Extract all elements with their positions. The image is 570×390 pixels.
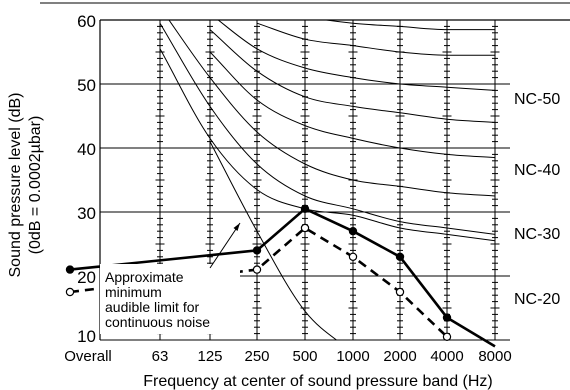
annotation-line-4: continuous noise bbox=[105, 314, 210, 330]
y-tick-labels: 10 20 30 40 50 60 bbox=[77, 12, 96, 346]
series-0-point-Overall bbox=[65, 265, 75, 274]
y-tick-label-10: 10 bbox=[77, 327, 96, 346]
series-1-point-Overall bbox=[65, 287, 75, 297]
nc-label-50: NC-50 bbox=[514, 91, 560, 108]
x-tick-label-125: 125 bbox=[197, 348, 222, 365]
y-axis-label-line-1: Sound pressure level (dB) bbox=[7, 93, 24, 278]
series-1-point-250 bbox=[252, 265, 262, 274]
annotation-arrowhead bbox=[233, 223, 240, 231]
x-tick-label-Overall: Overall bbox=[64, 348, 112, 365]
annotation-arrow-line bbox=[209, 222, 241, 269]
label-background bbox=[100, 264, 240, 334]
nc-label-20: NC-20 bbox=[514, 291, 560, 308]
series-1-point-1000 bbox=[348, 252, 358, 261]
nc-curve-7 bbox=[322, 20, 495, 31]
x-axis-label: Frequency at center of sound pressure ba… bbox=[143, 373, 493, 390]
series-0-point-250 bbox=[252, 246, 262, 255]
y-axis-label-line-2: (0dB = 0.0002µbar) bbox=[27, 116, 44, 255]
x-tick-label-2000: 2000 bbox=[383, 348, 416, 365]
series-1-point-4000 bbox=[442, 332, 452, 341]
y-tick-label-20: 20 bbox=[77, 268, 96, 287]
nc-label-40: NC-40 bbox=[514, 162, 560, 179]
y-tick-label-40: 40 bbox=[77, 140, 96, 159]
series-0-point-500 bbox=[300, 204, 310, 213]
x-tick-label-4000: 4000 bbox=[430, 348, 463, 365]
audible-limit-annotation: Approximate minimum audible limit for co… bbox=[105, 222, 241, 330]
y-tick-label-30: 30 bbox=[77, 204, 96, 223]
nc-label-30: NC-30 bbox=[514, 226, 560, 243]
x-tick-label-63: 63 bbox=[152, 348, 169, 365]
series-0-point-1000 bbox=[348, 226, 358, 236]
audible-limit-line bbox=[209, 141, 338, 340]
x-tick-labels: Overall 63 125 250 500 1000 2000 4000 8000 bbox=[64, 348, 511, 365]
series-0-point-2000 bbox=[395, 252, 405, 261]
audible-limit-curve bbox=[209, 141, 338, 340]
nc-labels: NC-50 NC-40 NC-30 NC-20 bbox=[510, 91, 570, 308]
series-1-point-500 bbox=[300, 223, 310, 233]
y-tick-label-60: 60 bbox=[77, 12, 96, 31]
annotation-line-3: audible limit for bbox=[105, 299, 199, 315]
annotation-line-1: Approximate bbox=[105, 269, 184, 285]
y-tick-label-50: 50 bbox=[77, 76, 96, 95]
annotation-line-2: minimum bbox=[105, 284, 162, 300]
series-1-point-2000 bbox=[395, 287, 405, 297]
x-tick-label-1000: 1000 bbox=[336, 348, 369, 365]
x-tick-label-500: 500 bbox=[292, 348, 317, 365]
nc-curve-6 bbox=[256, 22, 495, 56]
x-tick-label-8000: 8000 bbox=[478, 348, 511, 365]
nc-label-bg bbox=[510, 148, 570, 308]
x-tick-label-250: 250 bbox=[244, 348, 269, 365]
series-0-point-4000 bbox=[442, 313, 452, 322]
